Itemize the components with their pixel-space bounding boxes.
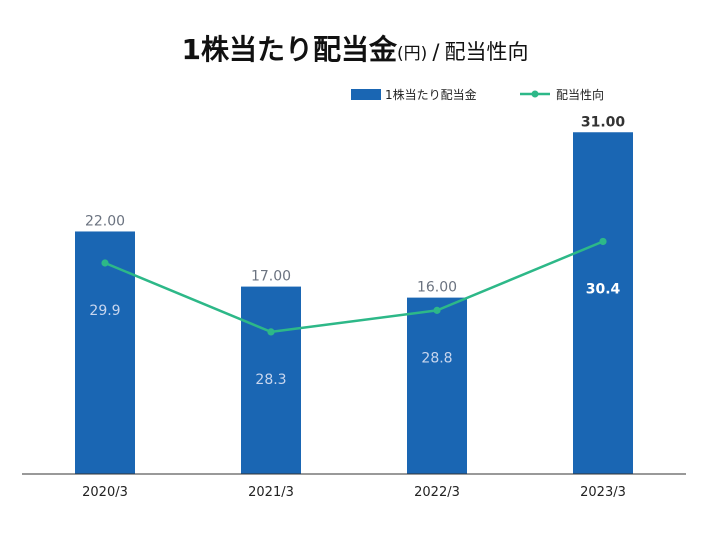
legend-line-marker [531, 90, 539, 98]
payout-ratio-label-2: 28.8 [421, 350, 452, 366]
legend-bar-label: 1株当たり配当金 [385, 87, 477, 102]
legend-bar-swatch [351, 89, 381, 100]
payout-ratio-label-1: 28.3 [255, 372, 286, 388]
bar-value-label-1: 17.00 [251, 269, 291, 285]
bar-2 [407, 297, 467, 474]
payout-ratio-label-0: 29.9 [89, 303, 120, 319]
payout-ratio-label-3: 30.4 [586, 281, 621, 297]
x-tick-label-1: 2021/3 [248, 485, 294, 500]
payout-ratio-point-2 [433, 306, 441, 314]
x-tick-label-2: 2022/3 [414, 485, 460, 500]
chart-title-separator: / [432, 40, 440, 64]
legend: 1株当たり配当金 配当性向 [351, 87, 604, 102]
plot-area: 22.00 17.00 16.00 31.00 2020/3 2021/3 2022/3 20… [22, 114, 686, 500]
x-tick-label-3: 2023/3 [580, 485, 626, 500]
bar-value-label-2: 16.00 [417, 280, 457, 296]
bar-1 [241, 286, 301, 474]
payout-ratio-point-3 [599, 237, 607, 246]
chart-title-sub: 配当性向 [444, 40, 529, 64]
chart-title-main: 1株当たり配当金 [181, 33, 397, 66]
payout-ratio-line [104, 240, 604, 334]
payout-ratio-point-0 [101, 259, 109, 267]
chart-title-unit: (円) [396, 44, 428, 64]
chart-title: 1株当たり配当金(円) / 配当性向 [0, 28, 710, 68]
bar-value-label-3: 31.00 [581, 114, 626, 130]
payout-ratio-point-1 [267, 328, 275, 336]
bar-3 [573, 132, 633, 475]
bar-value-label-0: 22.00 [85, 213, 125, 229]
x-tick-label-0: 2020/3 [82, 485, 128, 500]
legend-line-label: 配当性向 [556, 87, 604, 102]
bar-0 [75, 231, 135, 474]
